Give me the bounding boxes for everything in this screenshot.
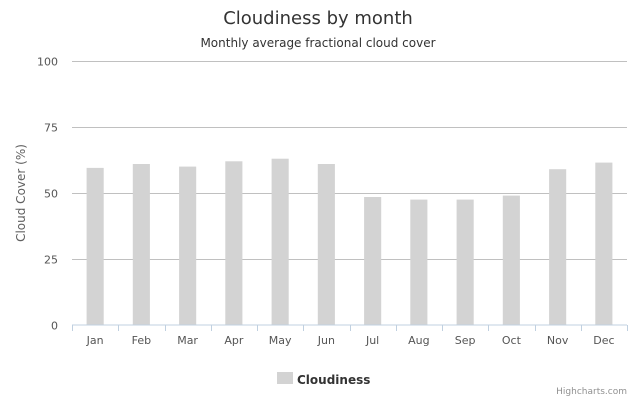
x-tick-label: Dec: [593, 334, 614, 347]
x-tick-label: Feb: [132, 334, 151, 347]
x-axis-ticks: Jan Feb Mar Apr May Jun Jul Aug Sep Oct Nov Dec: [72, 325, 628, 347]
x-tick-label: Oct: [502, 334, 522, 347]
y-axis-ticks: 0 25 50 75 100: [37, 56, 58, 333]
y-tick-label: 25: [44, 254, 58, 267]
chart-title: Cloudiness by month: [223, 8, 413, 29]
y-tick-label: 75: [44, 122, 58, 135]
bar-jul[interactable]: [364, 197, 382, 325]
credits-link[interactable]: Highcharts.com: [556, 387, 627, 397]
legend-label: Cloudiness: [297, 373, 370, 387]
bar-aug[interactable]: [410, 199, 428, 325]
bar-nov[interactable]: [549, 169, 567, 325]
x-tick-label: Sep: [455, 334, 476, 347]
bar-series: [86, 158, 613, 325]
x-tick-label: Nov: [547, 334, 569, 347]
y-tick-label: 0: [51, 320, 58, 333]
x-tick-label: Jan: [86, 334, 104, 347]
legend[interactable]: Cloudiness: [277, 372, 370, 387]
x-tick-label: Jul: [365, 334, 379, 347]
y-tick-label: 100: [37, 56, 58, 69]
bar-feb[interactable]: [132, 164, 150, 325]
chart-subtitle: Monthly average fractional cloud cover: [200, 36, 435, 50]
grid-lines: [72, 61, 627, 260]
x-tick-label: Jun: [317, 334, 335, 347]
x-tick-label: May: [269, 334, 292, 347]
x-tick-label: Mar: [177, 334, 198, 347]
y-axis-title: Cloud Cover (%): [14, 144, 28, 242]
bar-apr[interactable]: [225, 161, 243, 325]
x-tick-label: Aug: [408, 334, 429, 347]
bar-jan[interactable]: [86, 167, 104, 325]
x-tick-label: Apr: [224, 334, 244, 347]
bar-mar[interactable]: [179, 166, 197, 325]
bar-may[interactable]: [271, 158, 289, 325]
y-tick-label: 50: [44, 188, 58, 201]
legend-symbol: [277, 372, 293, 384]
bar-jun[interactable]: [317, 164, 335, 325]
bar-dec[interactable]: [595, 162, 613, 325]
bar-sep[interactable]: [456, 199, 474, 325]
bar-oct[interactable]: [502, 195, 520, 325]
